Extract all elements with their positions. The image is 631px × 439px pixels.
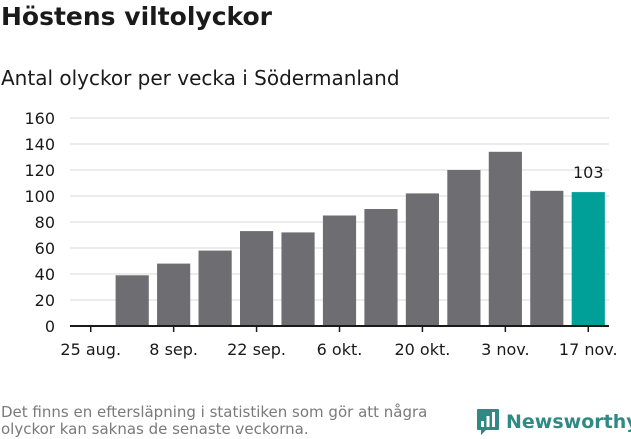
bar [530,190,564,326]
bar [322,215,357,326]
bar-chart: 0 20 40 60 80 100 120 140 160 25 aug. 8 sep. 22 se… [24,109,618,359]
bar [405,193,440,326]
bar-chart-speech-bubble-icon [477,409,499,435]
y-tick-label: 0 [45,317,55,336]
x-tick-label: 6 okt. [317,340,363,359]
y-tick-label: 80 [35,213,55,232]
highlight-bar [571,192,605,326]
chart-subtitle: Antal olyckor per vecka i Södermanland [1,66,400,90]
bars [115,151,605,326]
x-tick-label: 8 sep. [149,340,198,359]
x-tick-label: 25 aug. [60,340,121,359]
bar [364,209,398,326]
x-tick-label: 3 nov. [481,340,530,359]
y-tick-label: 60 [35,239,55,258]
bar [488,151,522,326]
x-tick-label: 20 okt. [394,340,450,359]
y-tick-label: 140 [24,135,55,154]
x-tick-label: 22 sep. [227,340,286,359]
highlight-data-label: 103 [573,163,604,182]
bar [447,170,481,326]
y-tick-label: 20 [35,291,55,310]
footnote: Det finns en eftersläpning i statistiken… [1,403,428,438]
x-tick-label: 17 nov. [559,340,618,359]
y-tick-label: 160 [24,109,55,128]
y-tick-label: 120 [24,161,55,180]
bar [157,263,191,326]
bar [198,250,232,326]
bar [115,275,149,326]
bar [281,232,315,326]
y-axis-ticks: 0 20 40 60 80 100 120 140 160 [24,109,55,336]
chart-title: Höstens viltolyckor [1,2,272,31]
y-tick-label: 40 [35,265,55,284]
bar [239,231,274,326]
x-axis-ticks: 25 aug. 8 sep. 22 sep. 6 okt. 20 okt. 3 nov. 1… [60,326,618,359]
data-labels: 103 [573,163,604,182]
brand-name: Newsworthy [506,411,631,433]
brand-logo[interactable]: Newsworthy [476,407,631,437]
y-tick-label: 100 [24,187,55,206]
